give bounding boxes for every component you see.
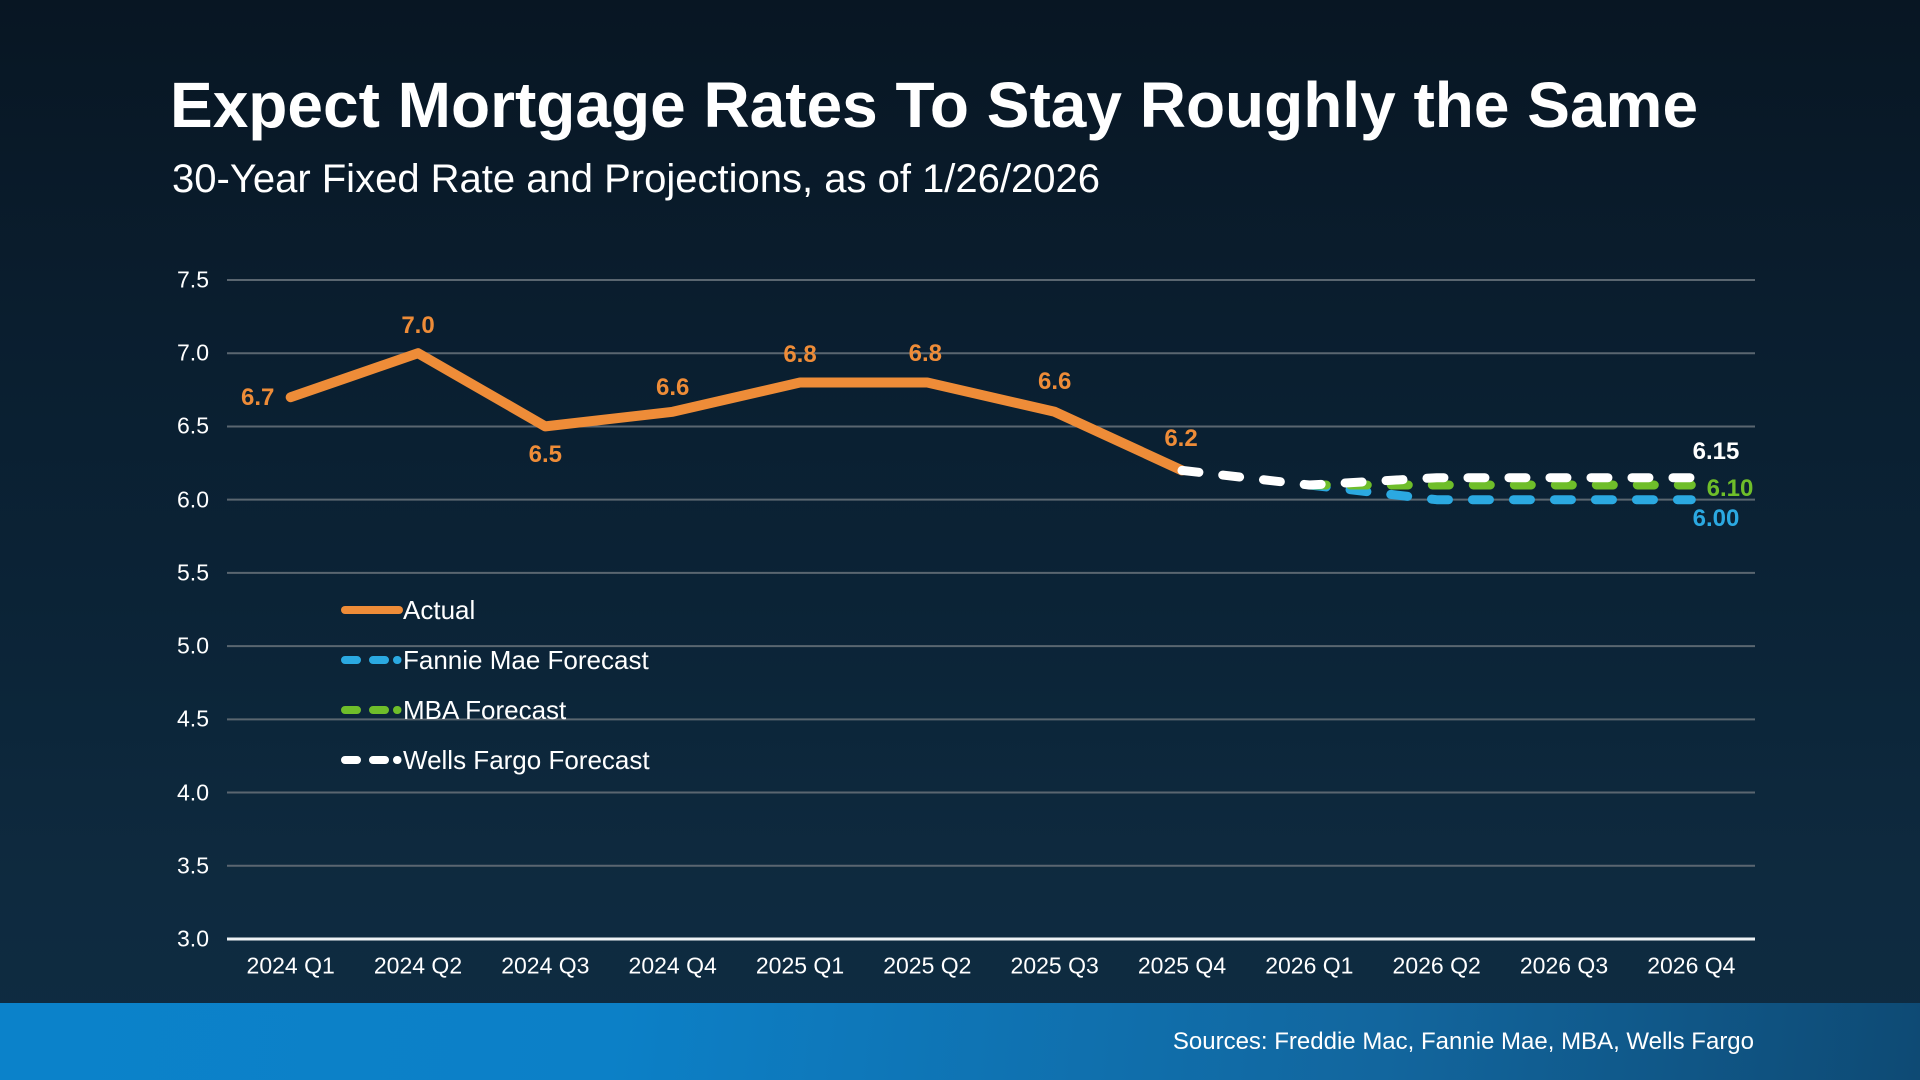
legend-label: Fannie Mae Forecast (403, 644, 649, 675)
data-point-label: 6.8 (783, 340, 817, 368)
y-axis-tick-label: 7.0 (177, 339, 209, 366)
legend-line-sample-actual (341, 606, 403, 614)
series-line-actual (285, 348, 1187, 476)
data-point-label: 7.0 (401, 312, 435, 340)
y-axis-tick-label: 5.0 (177, 632, 209, 659)
x-axis-tick-label: 2024 Q3 (501, 952, 590, 979)
legend-item-mba: MBA Forecast (341, 685, 650, 735)
series-lines (285, 348, 1696, 505)
y-axis-tick-label: 4.5 (177, 705, 209, 732)
data-point-label: 6.6 (655, 373, 690, 401)
chart-title: Expect Mortgage Rates To Stay Roughly th… (170, 69, 1699, 141)
y-axis-tick-label: 6.5 (177, 412, 209, 439)
data-point-label: 6.6 (1037, 367, 1072, 395)
x-axis-tick-label: 2026 Q1 (1265, 952, 1354, 979)
legend-line-sample-fannie_mae (341, 656, 402, 664)
x-axis-tick-label: 2026 Q3 (1519, 952, 1609, 979)
x-axis-tick-label: 2024 Q1 (246, 952, 335, 979)
y-axis-tick-label: 7.5 (177, 266, 209, 293)
x-axis-tick-label: 2025 Q3 (1010, 952, 1099, 979)
x-axis-tick-label: 2026 Q2 (1392, 952, 1481, 979)
y-axis-tick-label: 4.0 (177, 779, 209, 806)
legend-item-fannie_mae: Fannie Mae Forecast (341, 635, 650, 685)
sources-text: Sources: Freddie Mac, Fannie Mae, MBA, W… (1172, 1028, 1754, 1055)
x-axis-tick-label: 2025 Q2 (883, 952, 972, 979)
series-end-label-fannie_mae: 6.00 (1692, 505, 1740, 532)
x-axis-tick-label: 2024 Q2 (373, 952, 463, 979)
legend-line-sample-mba (341, 706, 402, 714)
legend-label: Actual (403, 594, 476, 625)
series-line-wells_fargo (1177, 465, 1696, 490)
y-axis-tick-label: 3.0 (177, 925, 209, 952)
legend-line-sample-wells_fargo (341, 756, 402, 764)
legend: Actual Fannie Mae Forecast MBA Forecast Wel… (341, 585, 650, 785)
x-axis-tick-label: 2024 Q4 (628, 952, 717, 979)
series-end-label-wells_fargo: 6.15 (1692, 438, 1740, 465)
x-axis-tick-label: 2025 Q4 (1137, 952, 1227, 979)
y-axis-tick-label: 5.5 (177, 559, 209, 586)
data-point-label: 6.2 (1164, 425, 1198, 453)
series-end-label-mba: 6.10 (1706, 475, 1754, 502)
chart-subtitle: 30-Year Fixed Rate and Projections, as o… (172, 157, 1101, 201)
legend-item-wells_fargo: Wells Fargo Forecast (341, 735, 650, 785)
data-point-label: 6.8 (908, 339, 943, 367)
gridlines (227, 279, 1755, 941)
legend-item-actual: Actual (341, 585, 650, 635)
legend-label: Wells Fargo Forecast (403, 744, 650, 775)
y-axis-tick-label: 6.0 (177, 486, 209, 513)
footer-bar (0, 1003, 1920, 1080)
data-point-label: 6.5 (528, 441, 563, 469)
x-axis-tick-label: 2025 Q1 (755, 952, 845, 979)
y-axis-tick-label: 3.5 (177, 852, 209, 879)
data-point-label: 6.7 (240, 384, 275, 412)
x-axis-tick-label: 2026 Q4 (1647, 952, 1736, 979)
legend-label: MBA Forecast (403, 694, 567, 725)
